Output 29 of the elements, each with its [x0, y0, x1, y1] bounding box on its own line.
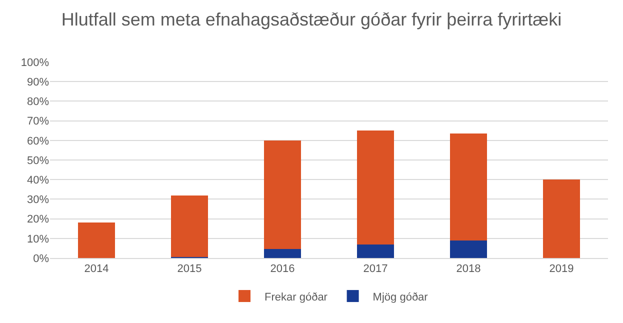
bar: [450, 240, 488, 258]
bar: [264, 140, 302, 250]
bar: [170, 195, 208, 258]
x-tick-label: 2015: [177, 263, 202, 276]
x-tick-label: 2017: [363, 263, 388, 276]
x-tick-label: 2014: [84, 263, 109, 276]
y-tick-label: 60%: [26, 135, 50, 148]
bar: [356, 244, 394, 258]
bar: [542, 180, 580, 258]
bar: [356, 130, 394, 244]
y-tick-label: 30%: [26, 194, 50, 206]
y-tick-label: 40%: [26, 174, 50, 186]
bar: [78, 222, 116, 258]
bar: [264, 249, 302, 258]
chart-title: Hlutfall sem meta efnahagsaðstæður góðar fyrir þeirra fyrirtæki: [61, 10, 562, 30]
y-tick-label: 20%: [26, 214, 50, 226]
legend-label: Mjög góðar: [372, 291, 428, 304]
y-tick-label: 0%: [33, 252, 50, 265]
y-tick-label: 80%: [26, 96, 50, 108]
x-tick-label: 2018: [456, 263, 481, 276]
bar: [450, 134, 488, 240]
y-tick-label: 10%: [26, 233, 50, 246]
y-tick-label: 90%: [26, 76, 50, 88]
x-tick-label: 2019: [549, 263, 574, 276]
y-tick-label: 50%: [26, 154, 50, 167]
y-tick-label: 100%: [20, 56, 50, 69]
legend-label: Frekar góðar: [264, 291, 328, 304]
x-tick-label: 2016: [270, 263, 295, 276]
y-tick-label: 70%: [26, 116, 50, 128]
